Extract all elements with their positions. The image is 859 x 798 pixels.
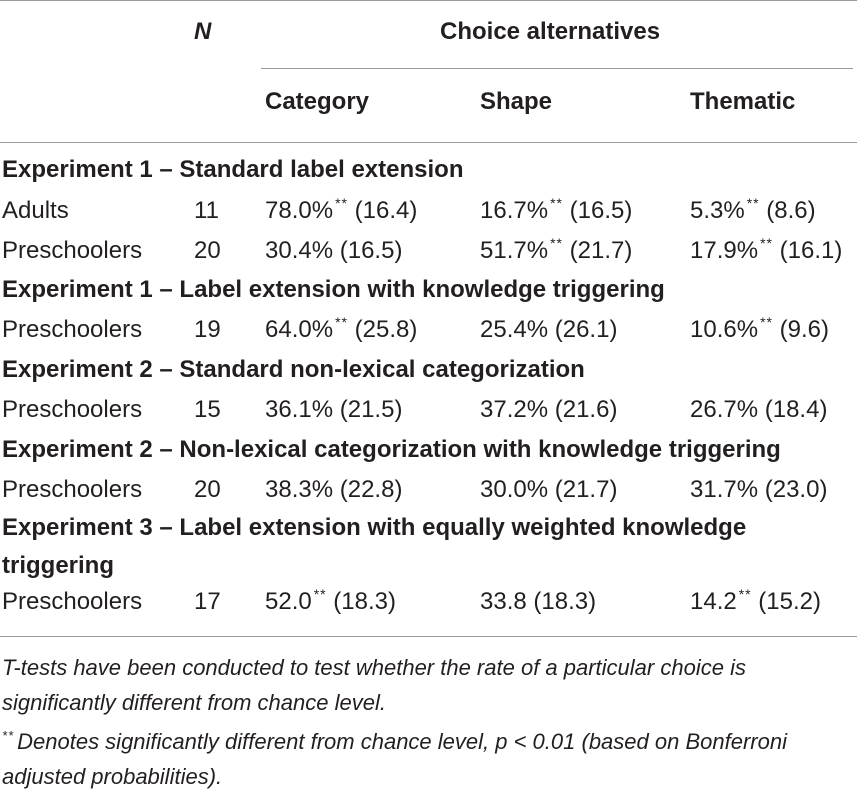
category-sd: (16.4) [354, 197, 418, 224]
category-cell: 36.1% (21.5) [265, 398, 402, 422]
table-top-rule [0, 0, 857, 1]
thematic-value: 14.2 [690, 588, 737, 615]
category-value: 52.0 [265, 588, 312, 615]
category-value: 30.4% [265, 237, 334, 264]
shape-sd: (21.6) [554, 396, 618, 423]
significance-marker: ** [760, 314, 773, 330]
group-cell: Adults [2, 197, 69, 224]
n-cell: 20 [194, 237, 221, 264]
significance-footnote-text: Denotes significantly different from cha… [2, 729, 787, 789]
thematic-value: 17.9% [690, 237, 759, 264]
header-bottom-rule [0, 142, 857, 143]
n-cell: 19 [194, 316, 221, 343]
group-cell: Preschoolers [2, 237, 143, 264]
significance-marker: ** [2, 728, 15, 743]
shape-cell: 51.7% ** (21.7) [480, 236, 633, 264]
table-footnote: T-tests have been conducted to test whet… [2, 655, 746, 715]
shape-sd: (21.7) [569, 237, 633, 264]
thematic-sd: (8.6) [766, 197, 816, 224]
group-cell: Preschoolers [2, 476, 143, 503]
category-sd: (18.3) [333, 588, 396, 615]
shape-cell: 16.7% ** (16.5) [480, 196, 633, 224]
group-cell: Preschoolers [2, 396, 143, 423]
header-thematic: Thematic [690, 88, 796, 115]
group-cell: Preschoolers [2, 588, 143, 615]
section-title: Experiment 2 – Non-lexical categorizatio… [2, 436, 781, 463]
thematic-sd: (18.4) [764, 396, 828, 423]
category-sd: (22.8) [339, 476, 403, 503]
shape-cell: 33.8 (18.3) [480, 590, 596, 614]
table-bottom-rule [0, 636, 857, 637]
thematic-cell: 5.3% ** (8.6) [690, 196, 816, 224]
significance-marker: ** [550, 195, 563, 211]
header-subrule [261, 68, 853, 69]
n-cell: 15 [194, 396, 221, 423]
thematic-sd: (16.1) [779, 237, 843, 264]
thematic-cell: 17.9% ** (16.1) [690, 236, 843, 264]
thematic-value: 26.7% [690, 396, 759, 423]
shape-sd: (16.5) [569, 197, 633, 224]
section-title: Experiment 3 – Label extension with equa… [2, 514, 747, 579]
significance-marker: ** [550, 235, 563, 251]
shape-sd: (26.1) [554, 316, 618, 343]
significance-marker: ** [335, 314, 348, 330]
shape-value: 25.4% [480, 316, 549, 343]
shape-value: 37.2% [480, 396, 549, 423]
thematic-value: 5.3% [690, 197, 745, 224]
shape-cell: 25.4% (26.1) [480, 318, 617, 342]
thematic-cell: 26.7% (18.4) [690, 398, 827, 422]
thematic-cell: 14.2 ** (15.2) [690, 587, 821, 615]
category-value: 78.0% [265, 197, 334, 224]
n-cell: 20 [194, 476, 221, 503]
section-title: Experiment 1 – Standard label extension [2, 156, 464, 183]
significance-marker: ** [738, 586, 752, 602]
significance-marker: ** [746, 195, 760, 211]
group-cell: Preschoolers [2, 316, 143, 343]
shape-value: 30.0% [480, 476, 549, 503]
shape-cell: 30.0% (21.7) [480, 478, 617, 502]
significance-marker: ** [335, 195, 348, 211]
category-cell: 52.0 ** (18.3) [265, 587, 396, 615]
thematic-sd: (23.0) [764, 476, 828, 503]
thematic-sd: (15.2) [758, 588, 821, 615]
shape-cell: 37.2% (21.6) [480, 398, 617, 422]
category-cell: 64.0% ** (25.8) [265, 315, 418, 343]
section-title: Experiment 1 – Label extension with know… [2, 276, 665, 303]
header-n: N [194, 18, 212, 45]
header-choice-alternatives: Choice alternatives [440, 18, 661, 45]
thematic-cell: 10.6% ** (9.6) [690, 315, 829, 343]
n-cell: 11 [194, 197, 219, 224]
shape-value: 33.8 [480, 588, 527, 615]
category-cell: 78.0% ** (16.4) [265, 196, 418, 224]
category-value: 36.1% [265, 396, 334, 423]
thematic-value: 31.7% [690, 476, 759, 503]
header-category: Category [265, 88, 370, 115]
shape-value: 51.7% [480, 237, 549, 264]
category-cell: 30.4% (16.5) [265, 239, 402, 263]
significance-marker: ** [760, 235, 773, 251]
thematic-sd: (9.6) [779, 316, 829, 343]
category-sd: (21.5) [339, 396, 403, 423]
category-sd: (16.5) [339, 237, 403, 264]
header-shape: Shape [480, 88, 553, 115]
significance-footnote: ** Denotes significantly different from c… [2, 724, 854, 794]
shape-sd: (21.7) [554, 476, 618, 503]
category-cell: 38.3% (22.8) [265, 478, 402, 502]
category-value: 64.0% [265, 316, 334, 343]
shape-value: 16.7% [480, 197, 549, 224]
thematic-cell: 31.7% (23.0) [690, 478, 827, 502]
significance-marker: ** [313, 586, 327, 602]
shape-sd: (18.3) [533, 588, 597, 615]
section-title: Experiment 2 – Standard non-lexical cate… [2, 356, 585, 383]
category-sd: (25.8) [354, 316, 418, 343]
n-cell: 17 [194, 588, 221, 615]
thematic-value: 10.6% [690, 316, 759, 343]
category-value: 38.3% [265, 476, 334, 503]
